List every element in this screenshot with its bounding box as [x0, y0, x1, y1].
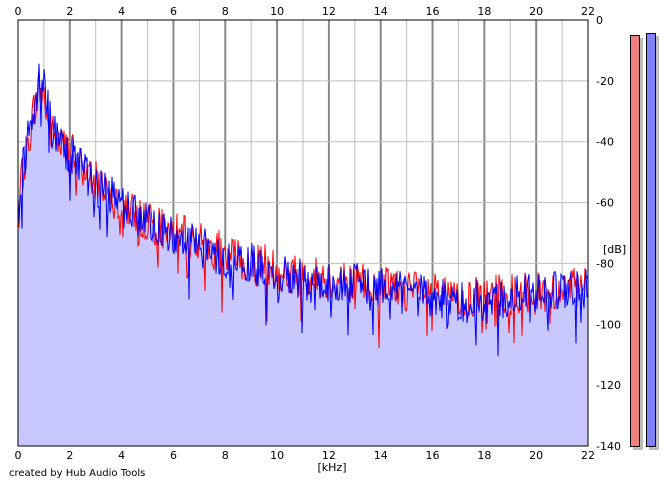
- x-tick-label-top: 14: [374, 5, 388, 18]
- x-tick-label-top: 6: [170, 5, 177, 18]
- x-tick-label-top: 0: [15, 5, 22, 18]
- y-tick-label: -80: [596, 257, 614, 270]
- x-tick-label-top: 2: [66, 5, 73, 18]
- x-axis-label: [kHz]: [318, 461, 347, 474]
- y-tick-label: -140: [596, 440, 621, 453]
- y-axis-label: [dB]: [603, 243, 626, 256]
- x-tick-label-bottom: 16: [426, 449, 440, 462]
- x-tick-label-bottom: 0: [15, 449, 22, 462]
- x-tick-label-top: 8: [222, 5, 229, 18]
- y-tick-label: -120: [596, 379, 621, 392]
- x-tick-label-top: 16: [426, 5, 440, 18]
- level-meter-left: [630, 35, 640, 447]
- series-line-right: [17, 63, 589, 357]
- x-tick-label-bottom: 10: [270, 449, 284, 462]
- x-tick-label-bottom: 14: [374, 449, 388, 462]
- tick-labels: 002244668810101212141416161818202022220-…: [15, 5, 621, 462]
- spectrum-area: [18, 63, 588, 446]
- y-tick-label: -60: [596, 197, 614, 210]
- x-tick-label-bottom: 22: [581, 449, 595, 462]
- spectrum-fill: [18, 63, 588, 446]
- x-tick-label-bottom: 6: [170, 449, 177, 462]
- x-tick-label-top: 20: [529, 5, 543, 18]
- x-tick-label-top: 22: [581, 5, 595, 18]
- x-tick-label-bottom: 12: [322, 449, 336, 462]
- x-tick-label-bottom: 18: [477, 449, 491, 462]
- x-tick-label-top: 10: [270, 5, 284, 18]
- y-tick-label: -40: [596, 136, 614, 149]
- x-tick-label-top: 4: [118, 5, 125, 18]
- y-tick-label: -20: [596, 75, 614, 88]
- plot-frame: [17, 19, 589, 447]
- level-meter-right: [646, 33, 656, 447]
- y-tick-label: 0: [596, 14, 603, 27]
- credit-text: created by Hub Audio Tools: [9, 468, 146, 479]
- x-tick-label-bottom: 8: [222, 449, 229, 462]
- x-tick-label-top: 12: [322, 5, 336, 18]
- x-tick-label-bottom: 2: [66, 449, 73, 462]
- x-tick-label-top: 18: [477, 5, 491, 18]
- y-tick-label: -100: [596, 318, 621, 331]
- x-tick-label-bottom: 4: [118, 449, 125, 462]
- x-tick-label-bottom: 20: [529, 449, 543, 462]
- spectrum-traces: [17, 63, 589, 357]
